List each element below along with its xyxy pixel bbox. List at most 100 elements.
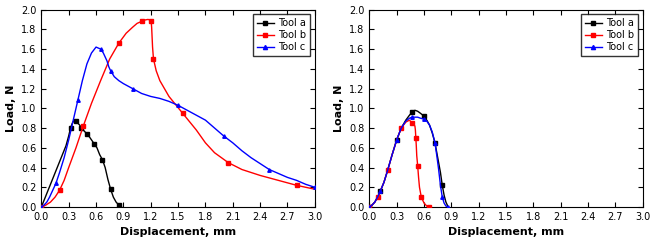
Tool a <box>75 124 83 127</box>
Tool c <box>220 134 228 137</box>
Tool c <box>211 127 218 130</box>
Tool c <box>108 72 116 75</box>
Tool c <box>420 118 428 121</box>
Tool b <box>420 202 428 205</box>
Tool a <box>423 119 431 122</box>
Tool c <box>423 120 431 122</box>
Line: Tool c: Tool c <box>367 115 449 209</box>
Tool a <box>398 127 405 130</box>
X-axis label: Displacement, mm: Displacement, mm <box>120 227 236 237</box>
Tool a <box>62 144 70 147</box>
Line: Tool c: Tool c <box>39 45 317 209</box>
Tool c <box>60 156 68 159</box>
Tool c <box>40 204 48 207</box>
Tool b <box>374 196 382 199</box>
Tool b <box>96 79 104 82</box>
Tool c <box>440 202 448 205</box>
Tool c <box>368 204 376 207</box>
Tool a <box>104 178 112 181</box>
Tool c <box>283 176 291 179</box>
Tool a <box>93 146 101 149</box>
Tool c <box>405 117 413 120</box>
Tool b <box>192 129 200 131</box>
Tool a <box>384 169 392 172</box>
Tool c <box>408 116 416 119</box>
Tool a <box>393 139 401 141</box>
Tool a <box>371 201 379 204</box>
Tool b <box>201 141 209 144</box>
Tool a <box>74 122 82 125</box>
Tool c <box>442 205 450 208</box>
Tool b <box>37 206 45 208</box>
Tool a <box>66 127 74 130</box>
Tool c <box>274 172 282 175</box>
Tool b <box>138 20 146 23</box>
Tool c <box>443 205 451 208</box>
Tool c <box>302 183 310 186</box>
Tool b <box>147 20 155 23</box>
Tool c <box>377 190 384 193</box>
Tool c <box>115 79 123 82</box>
Tool b <box>408 122 416 125</box>
Tool a <box>112 201 120 204</box>
Legend: Tool a, Tool b, Tool c: Tool a, Tool b, Tool c <box>253 14 310 56</box>
Tool c <box>183 109 191 112</box>
Tool b <box>165 95 173 98</box>
Tool c <box>426 124 434 127</box>
Tool b <box>129 26 136 29</box>
Tool a <box>408 111 416 114</box>
Tool c <box>374 196 382 199</box>
Tool c <box>43 201 51 204</box>
Tool c <box>393 139 401 141</box>
Tool c <box>103 60 111 62</box>
Tool a <box>70 119 78 122</box>
Tool a <box>374 196 382 199</box>
Tool c <box>438 196 446 199</box>
Tool b <box>293 184 300 187</box>
Tool c <box>402 120 410 122</box>
Tool c <box>201 119 209 122</box>
Tool a <box>417 112 424 115</box>
Tool c <box>428 130 436 133</box>
Tool a <box>115 204 123 207</box>
Tool b <box>388 153 396 156</box>
Tool a <box>436 171 444 174</box>
Tool a <box>377 190 384 193</box>
Tool b <box>211 151 218 154</box>
Line: Tool a: Tool a <box>367 109 449 209</box>
Tool a <box>87 139 95 141</box>
Tool c <box>444 206 452 208</box>
Tool b <box>405 119 413 122</box>
Tool a <box>83 132 91 135</box>
Tool a <box>91 142 98 145</box>
Tool c <box>256 162 264 165</box>
Tool b <box>47 201 54 204</box>
Tool b <box>42 204 50 207</box>
Tool b <box>238 168 246 171</box>
Tool a <box>98 158 106 161</box>
Tool a <box>388 153 396 156</box>
Tool b <box>106 57 113 60</box>
Tool c <box>119 82 127 85</box>
Tool a <box>431 141 439 144</box>
Tool c <box>436 184 444 187</box>
X-axis label: Displacement, mm: Displacement, mm <box>448 227 564 237</box>
Tool a <box>426 124 434 127</box>
Tool c <box>174 104 182 107</box>
Tool b <box>402 121 410 124</box>
Tool b <box>152 69 160 72</box>
Tool a <box>435 161 443 164</box>
Tool b <box>156 79 164 82</box>
Tool c <box>192 114 200 117</box>
Tool c <box>417 117 424 120</box>
Tool a <box>428 131 436 134</box>
Y-axis label: Load, N: Load, N <box>333 85 344 132</box>
Line: Tool b: Tool b <box>367 118 430 209</box>
Tool b <box>413 144 420 147</box>
Tool a <box>414 110 422 113</box>
Tool c <box>83 62 91 65</box>
Tool b <box>411 129 419 131</box>
Tool b <box>178 112 186 115</box>
Tool a <box>368 204 376 207</box>
Tool a <box>117 206 125 208</box>
